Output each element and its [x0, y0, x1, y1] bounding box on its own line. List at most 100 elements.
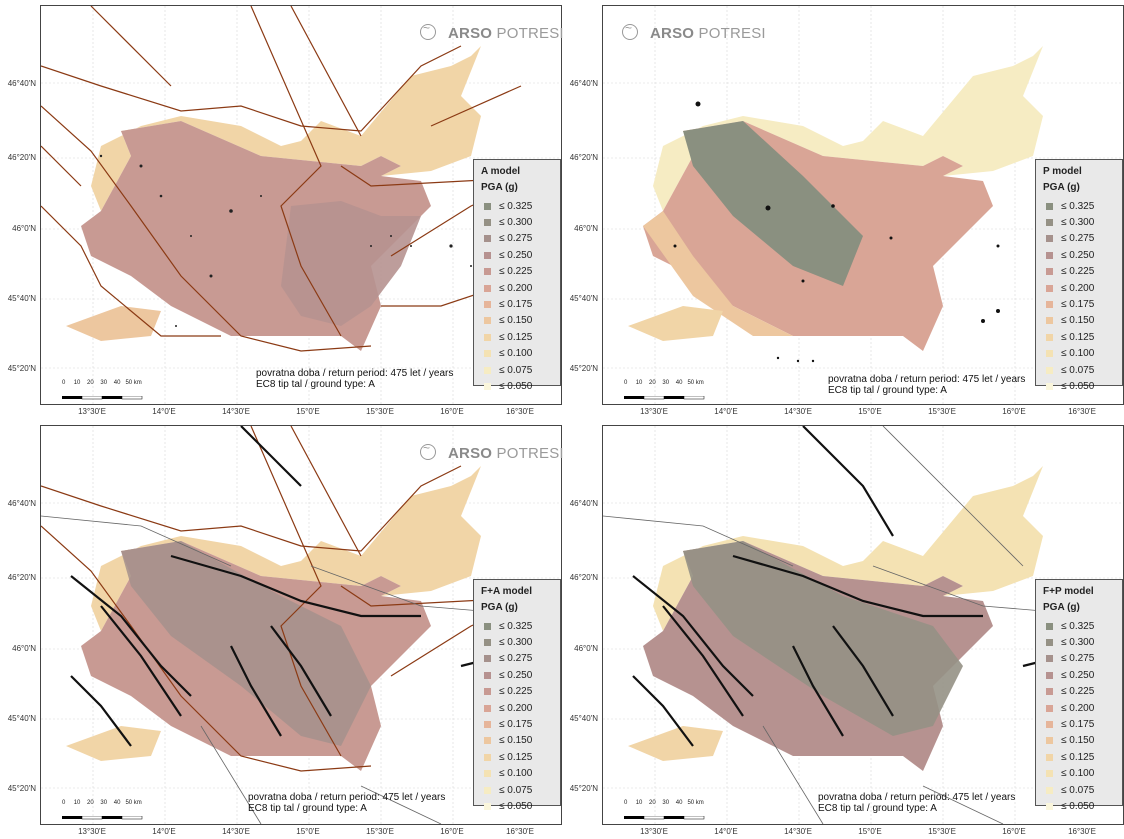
scale-label: 30: [662, 800, 670, 806]
legend-swatch: [484, 235, 491, 243]
high-pga-zone: [683, 121, 863, 286]
legend-row: ≤ 0.150: [484, 733, 560, 749]
legend-row: ≤ 0.175: [484, 296, 560, 312]
scale-labels: 0 10 20 30 40 50 km: [624, 380, 704, 386]
legend-row: ≤ 0.250: [1046, 247, 1122, 263]
legend-row: ≤ 0.250: [484, 667, 560, 683]
lon-label: 15°30'E: [928, 407, 956, 416]
scale-label: 10: [635, 800, 643, 806]
legend-value: ≤ 0.200: [1061, 282, 1095, 294]
lat-label: 46°0'N: [12, 224, 36, 233]
map-panel-a: 46°40'N 46°20'N 46°0'N 45°40'N 45°20'N 1…: [0, 0, 564, 419]
legend-row: ≤ 0.100: [1046, 766, 1122, 782]
scale-label: 20: [87, 380, 94, 386]
lon-label: 16°0'E: [440, 827, 464, 836]
istria-area: [66, 306, 161, 341]
lon-label: 15°30'E: [366, 407, 394, 416]
map-canvas: [41, 6, 561, 404]
lon-label: 16°30'E: [1068, 827, 1096, 836]
legend-value: ≤ 0.175: [1061, 719, 1095, 731]
legend-value: ≤ 0.150: [499, 735, 533, 747]
legend-value: ≤ 0.150: [499, 315, 533, 327]
legend-value: ≤ 0.250: [1061, 249, 1095, 261]
legend-swatch: [1046, 251, 1053, 259]
lon-label: 13°30'E: [640, 407, 668, 416]
legend-swatch: [1046, 737, 1053, 745]
legend-swatch: [484, 284, 491, 292]
legend-row: ≤ 0.150: [1046, 733, 1122, 749]
legend-swatch: [484, 671, 491, 679]
lat-label: 46°20'N: [569, 153, 598, 162]
legend-value: ≤ 0.050: [499, 800, 533, 812]
legend-value: ≤ 0.125: [499, 751, 533, 763]
return-period-note: povratna doba / return period: 475 let /…: [818, 792, 1015, 814]
scale-label: 0: [624, 380, 628, 386]
lat-label: 46°40'N: [569, 499, 598, 508]
legend-swatch: [484, 366, 491, 374]
scale-label: 30: [662, 380, 670, 386]
legend-row: ≤ 0.250: [1046, 667, 1122, 683]
legend-swatch: [1046, 753, 1053, 761]
legend-swatch: [484, 721, 491, 729]
legend-swatch: [484, 704, 491, 712]
legend-swatch: [484, 268, 491, 276]
note-line-2: EC8 tip tal / ground type: A: [828, 385, 947, 396]
legend-row: ≤ 0.175: [1046, 296, 1122, 312]
legend-value: ≤ 0.050: [499, 380, 533, 392]
lon-label: 15°0'E: [296, 827, 320, 836]
scale-label: 0: [62, 800, 66, 806]
legend-swatch: [1046, 382, 1053, 390]
lon-label: 14°30'E: [784, 827, 812, 836]
legend-swatch: [1046, 639, 1053, 647]
legend-row: ≤ 0.050: [484, 378, 560, 394]
legend-value: ≤ 0.275: [499, 233, 533, 245]
note-line-2: EC8 tip tal / ground type: A: [818, 803, 937, 814]
lon-label: 14°0'E: [714, 827, 738, 836]
legend: A model PGA (g) ≤ 0.325 ≤ 0.300 ≤ 0.275 ≤ 0…: [473, 159, 561, 392]
arso-logo-icon: [420, 441, 436, 460]
legend-value: ≤ 0.150: [1061, 315, 1095, 327]
lon-label: 16°30'E: [506, 407, 534, 416]
scale-label: 20: [649, 380, 656, 386]
map-panel-fa: 46°40'N 46°20'N 46°0'N 45°40'N 45°20'N 1…: [0, 420, 564, 839]
lon-label: 14°30'E: [222, 407, 250, 416]
legend-value: ≤ 0.150: [1061, 735, 1095, 747]
arso-brand: ARSO POTRESI: [622, 21, 766, 42]
legend-row: ≤ 0.150: [484, 313, 560, 329]
legend-value: ≤ 0.250: [499, 249, 533, 261]
legend-swatch: [484, 655, 491, 663]
lat-label: 45°40'N: [7, 294, 36, 303]
legend-value: ≤ 0.300: [1061, 637, 1095, 649]
legend-unit: PGA (g): [481, 602, 518, 613]
lat-label: 46°40'N: [569, 79, 598, 88]
legend-swatch: [484, 786, 491, 794]
scale-label: 30: [100, 380, 108, 386]
scale-label: 50 km: [687, 800, 704, 806]
arso-logo-icon: [622, 21, 638, 40]
legend-value: ≤ 0.300: [499, 637, 533, 649]
legend-swatch: [484, 333, 491, 341]
legend-row: ≤ 0.150: [1046, 313, 1122, 329]
lat-label: 45°20'N: [569, 364, 598, 373]
lon-label: 13°30'E: [640, 827, 668, 836]
legend-row: ≤ 0.075: [484, 782, 560, 798]
lat-label: 46°20'N: [7, 573, 36, 582]
legend-swatch: [484, 301, 491, 309]
scale-label: 40: [113, 800, 121, 806]
legend-rows: ≤ 0.325 ≤ 0.300 ≤ 0.275 ≤ 0.250 ≤ 0.225 ≤ 0.2…: [474, 198, 560, 395]
legend-value: ≤ 0.100: [1061, 768, 1095, 780]
lat-label: 45°20'N: [569, 784, 598, 793]
return-period-note: povratna doba / return period: 475 let /…: [256, 368, 453, 390]
legend-value: ≤ 0.300: [499, 217, 533, 229]
legend-swatch: [484, 770, 491, 778]
note-line-2: EC8 tip tal / ground type: A: [256, 379, 375, 390]
lon-label: 14°0'E: [152, 407, 176, 416]
lon-label: 15°0'E: [858, 407, 882, 416]
legend-row: ≤ 0.050: [484, 798, 560, 814]
legend-row: ≤ 0.050: [1046, 798, 1122, 814]
legend-row: ≤ 0.200: [1046, 280, 1122, 296]
lat-label: 46°20'N: [7, 153, 36, 162]
note-line-1: povratna doba / return period: 475 let /…: [818, 792, 1016, 803]
legend-row: ≤ 0.275: [1046, 651, 1122, 667]
map-panel-fp: 46°40'N 46°20'N 46°0'N 45°40'N 45°20'N 1…: [562, 420, 1124, 839]
